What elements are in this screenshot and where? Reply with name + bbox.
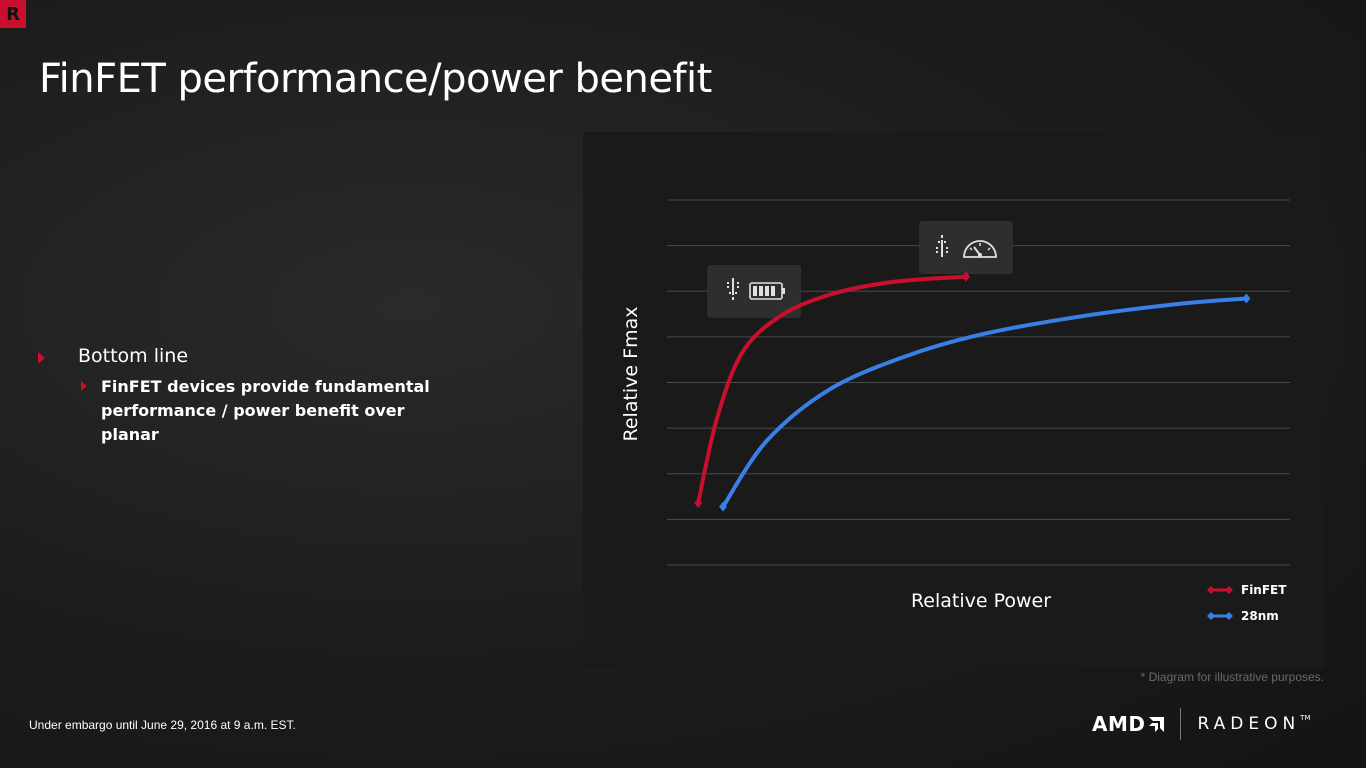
chart: Relative Fmax Relative Power FinFET 28nm [620, 199, 1290, 623]
amd-logo: AMD [1092, 712, 1165, 736]
page-title: FinFET performance/power benefit [39, 56, 712, 102]
sub-bullet-arrow-icon [81, 381, 87, 391]
bullet-list: Bottom line FinFET devices provide funda… [38, 345, 498, 447]
series-endpoint-marker [694, 497, 703, 508]
radeon-logo: RADEONTM [1197, 714, 1310, 734]
brand-logos: AMD RADEONTM [1092, 708, 1311, 740]
battery-icon [749, 282, 785, 300]
legend-marker [1207, 586, 1215, 594]
legend-label-28nm: 28nm [1241, 609, 1279, 623]
speedometer-icon [963, 240, 997, 258]
legend-item-finfet: FinFET [1207, 583, 1287, 597]
series-line-28nm [721, 296, 1249, 509]
bullet-text: Bottom line [78, 345, 189, 367]
callout-finfet [707, 265, 801, 318]
embargo-notice: Under embargo until June 29, 2016 at 9 a… [29, 718, 296, 732]
amd-logo-text: AMD [1092, 712, 1146, 736]
callout-speed [919, 221, 1013, 274]
bullet-arrow-icon [38, 352, 45, 364]
radeon-logo-text: RADEON [1197, 714, 1301, 734]
chart-panel: Relative Fmax Relative Power FinFET 28nm [583, 132, 1325, 668]
legend-marker [1207, 612, 1215, 620]
legend-marker [1225, 586, 1233, 594]
corner-logo: R [0, 0, 26, 28]
sub-bullet-item: FinFET devices provide fundamental perfo… [81, 375, 498, 447]
series-layer [694, 271, 1251, 512]
sub-bullet-text: FinFET devices provide fundamental perfo… [101, 377, 430, 444]
series-line-finfet [696, 274, 969, 505]
brand-divider [1180, 708, 1182, 740]
trademark: TM [1300, 714, 1311, 722]
legend-marker [1225, 612, 1233, 620]
arrow-up-icon [936, 235, 948, 257]
legend: FinFET 28nm [1207, 583, 1287, 623]
arrow-down-icon [727, 278, 739, 300]
legend-label-finfet: FinFET [1241, 583, 1287, 597]
series-endpoint-marker [1242, 293, 1251, 304]
y-axis-label: Relative Fmax [620, 307, 642, 442]
bullet-item: Bottom line [38, 345, 498, 367]
series-endpoint-marker [962, 271, 971, 282]
x-axis-label: Relative Power [911, 590, 1051, 612]
footnote: * Diagram for illustrative purposes. [1140, 670, 1324, 684]
legend-item-28nm: 28nm [1207, 609, 1279, 623]
series-endpoint-marker [719, 501, 728, 512]
amd-arrow-icon [1149, 716, 1165, 732]
